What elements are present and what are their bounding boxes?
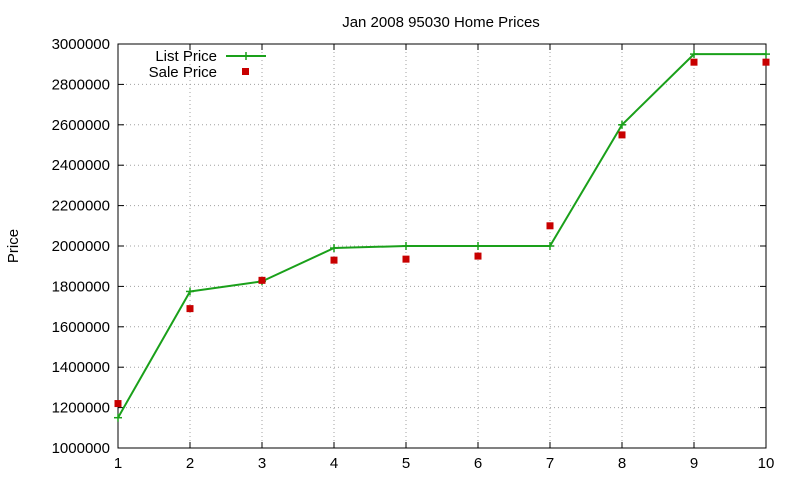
point-list-price	[114, 413, 122, 422]
point-sale-price	[690, 58, 698, 66]
x-tick-label: 5	[402, 455, 410, 472]
x-tick-label: 10	[758, 455, 775, 472]
x-tick-label: 9	[690, 455, 698, 472]
y-tick-label: 2000000	[52, 238, 110, 255]
y-tick-label: 3000000	[52, 36, 110, 53]
point-sale-price	[258, 276, 266, 284]
point-list-price	[690, 50, 698, 59]
point-list-price	[186, 287, 194, 296]
point-sale-price	[618, 131, 626, 139]
axes: 1 2 3 4 5 6 7 8 9 10 1000000 1200000 1400000 1600000 1…	[52, 36, 775, 472]
x-tick-label: 2	[186, 455, 194, 472]
point-list-price	[474, 242, 482, 250]
legend: List Price Sale Price	[149, 48, 266, 81]
y-tick-label: 2200000	[52, 198, 110, 215]
x-tick-label: 4	[330, 455, 338, 472]
y-axis-label: Price	[5, 229, 22, 263]
point-sale-price	[402, 255, 410, 263]
point-list-price	[402, 242, 410, 250]
point-sale-price	[114, 400, 122, 408]
series-layer	[114, 50, 770, 422]
x-tick-label: 6	[474, 455, 482, 472]
point-list-price	[546, 242, 554, 250]
y-tick-label: 2800000	[52, 76, 110, 93]
x-tick-label: 1	[114, 455, 122, 472]
point-sale-price	[546, 222, 554, 230]
legend-marker-list-price	[242, 52, 250, 60]
point-list-price	[762, 50, 770, 59]
y-tick-label: 1200000	[52, 400, 110, 417]
y-tick-label: 1400000	[52, 359, 110, 376]
legend-marker-sale-price	[242, 68, 249, 75]
point-list-price	[330, 244, 338, 253]
legend-label-list-price: List Price	[155, 48, 217, 65]
point-sale-price	[474, 252, 482, 260]
legend-label-sale-price: Sale Price	[149, 64, 217, 81]
series-line-list-price	[117, 53, 766, 419]
x-tick-label: 8	[618, 455, 626, 472]
grid	[118, 44, 766, 448]
y-tick-label: 2400000	[52, 157, 110, 174]
y-tick-label: 1600000	[52, 319, 110, 336]
point-sale-price	[186, 305, 194, 313]
y-tick-label: 2600000	[52, 117, 110, 134]
x-tick-label: 7	[546, 455, 554, 472]
y-tick-label: 1000000	[52, 440, 110, 457]
y-tick-label: 1800000	[52, 278, 110, 295]
point-sale-price	[762, 58, 770, 66]
point-sale-price	[330, 256, 338, 264]
plot-frame	[117, 43, 767, 449]
point-list-price	[618, 120, 626, 129]
chart-title: Jan 2008 95030 Home Prices	[342, 14, 540, 31]
x-tick-label: 3	[258, 455, 266, 472]
